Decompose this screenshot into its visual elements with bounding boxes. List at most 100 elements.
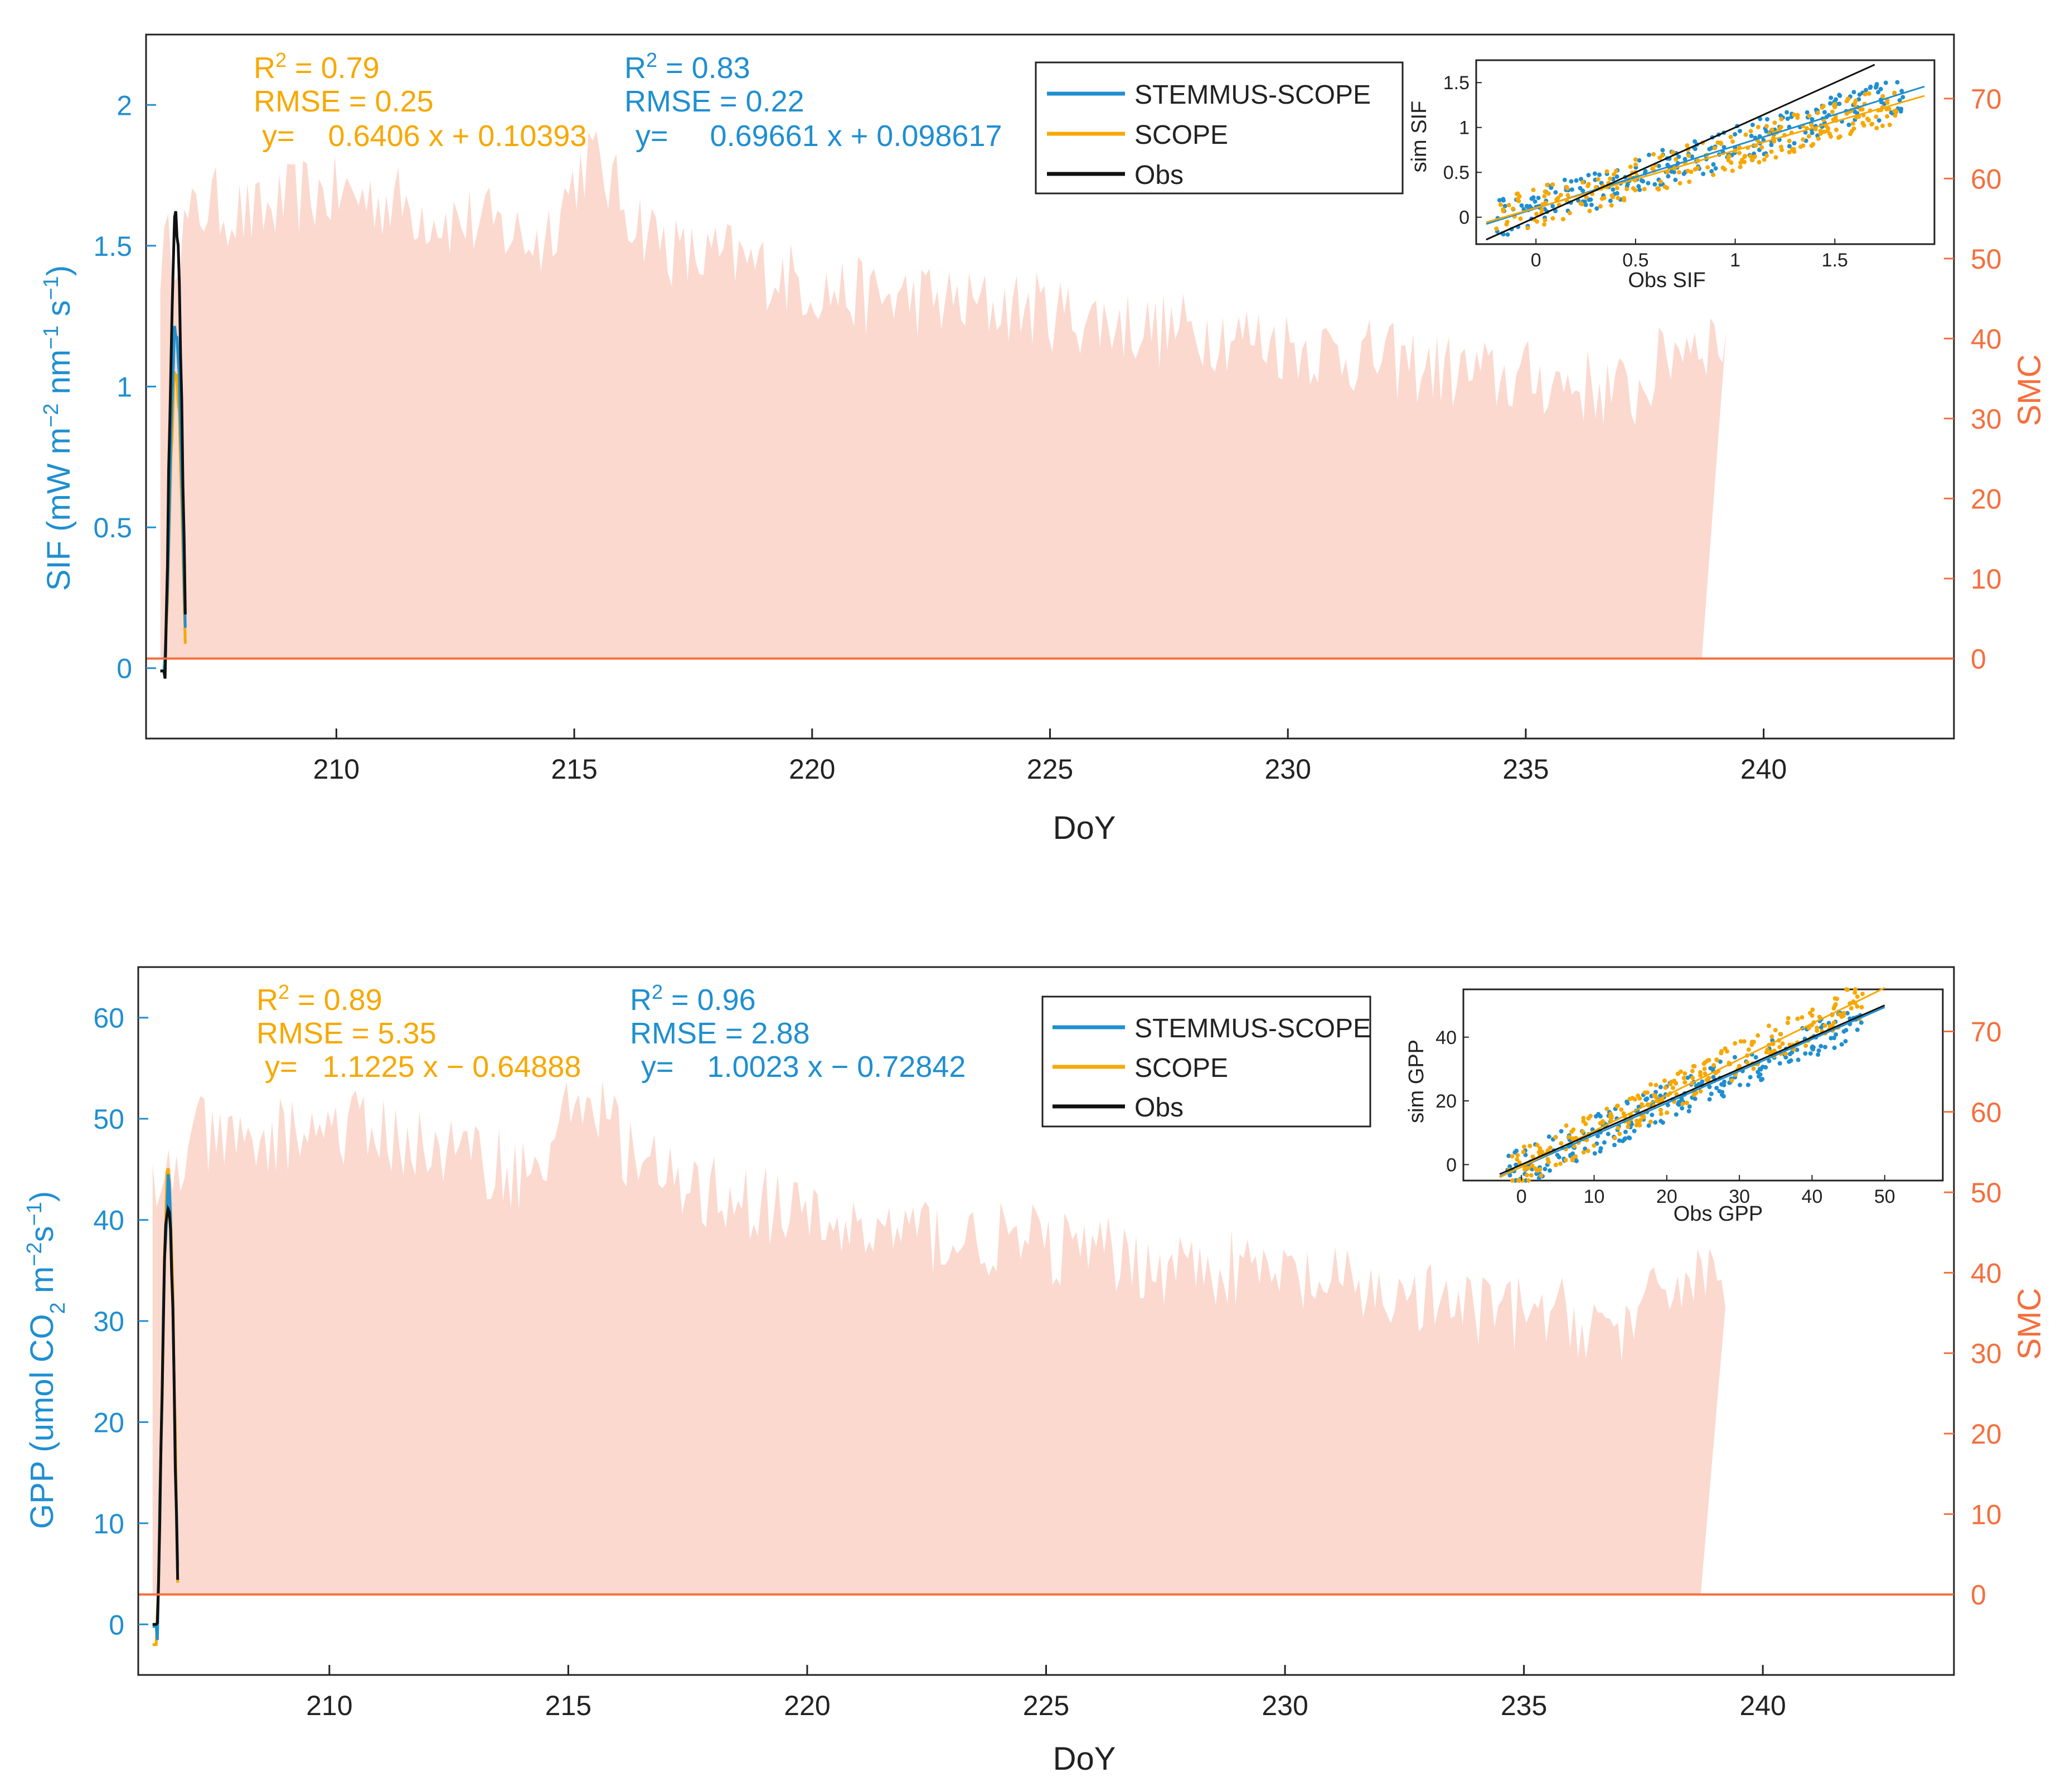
gpp-inset-scope-point xyxy=(1682,1080,1687,1085)
sif-inset-stemmus-point xyxy=(1828,101,1833,106)
gpp-y-tick-label: 30 xyxy=(93,1306,124,1337)
gpp-inset-scope-point xyxy=(1510,1154,1515,1159)
sif-inset-scope-point xyxy=(1815,110,1820,115)
gpp-inset-scope-point xyxy=(1698,1070,1703,1075)
gpp-inset-scope-point xyxy=(1783,1051,1788,1056)
sif-inset-scope-point xyxy=(1755,125,1761,129)
gpp-inset-scope-point xyxy=(1806,1026,1811,1031)
sif-y2-tick-label: 40 xyxy=(1971,323,2002,354)
sif-inset-scope-point xyxy=(1798,144,1803,149)
sif-y2-tick-label: 60 xyxy=(1971,163,2002,195)
gpp-inset-scope-point xyxy=(1841,1011,1846,1016)
sif-inset-scope-point xyxy=(1642,187,1647,192)
gpp-inset-scope-point xyxy=(1815,1028,1820,1033)
gpp-inset-scope-point xyxy=(1746,1047,1751,1052)
gpp-inset-scope-point xyxy=(1522,1144,1526,1149)
gpp-inset-stemmus-point xyxy=(1859,1020,1864,1025)
gpp-inset-scope-point xyxy=(1558,1161,1563,1166)
sif-smc-fill xyxy=(160,130,1726,659)
sif-inset-stemmus-point xyxy=(1883,80,1888,85)
gpp-inset-scope-point xyxy=(1742,1039,1747,1044)
sif-inset-scope-point xyxy=(1821,104,1826,109)
gpp-inset-scope-point xyxy=(1786,1016,1791,1021)
sif-inset-scope-point xyxy=(1602,196,1607,201)
gpp-inset-scope-point xyxy=(1638,1118,1643,1123)
sif-inset-scope-point xyxy=(1740,158,1745,162)
sif-inset-scope-point xyxy=(1874,114,1879,119)
sif-inset-x-tick-label: 0 xyxy=(1531,250,1541,271)
gpp-inset-stemmus-point xyxy=(1676,1100,1681,1105)
sif-inset-scope-point xyxy=(1764,153,1769,158)
gpp-inset-stemmus-point xyxy=(1816,1048,1821,1053)
sif-inset-scope-point xyxy=(1687,179,1692,184)
gpp-legend-stemmus-label: STEMMUS-SCOPE xyxy=(1134,1014,1371,1043)
sif-inset-scope-point xyxy=(1762,157,1767,162)
sif-inset-stemmus-point xyxy=(1594,206,1599,211)
gpp-inset-stemmus-point xyxy=(1598,1114,1603,1119)
sif-inset-stemmus-point xyxy=(1784,110,1789,115)
gpp-inset-y-tick-label: 20 xyxy=(1435,1091,1457,1112)
gpp-inset-scope-point xyxy=(1827,1023,1832,1028)
gpp-inset-scope-point xyxy=(1665,1110,1670,1115)
sif-legend-scope-label: SCOPE xyxy=(1134,120,1228,150)
sif-inset-scope-point xyxy=(1695,166,1700,171)
sif-inset-stemmus-point xyxy=(1769,143,1774,147)
sif-inset-scope-point xyxy=(1787,138,1792,143)
gpp-inset-scope-point xyxy=(1524,1173,1529,1178)
gpp-scope-rmse: RMSE = 5.35 xyxy=(256,1017,437,1050)
sif-inset-scope-point xyxy=(1609,193,1614,198)
sif-inset-scope-point xyxy=(1726,155,1731,160)
sif-stemmus-stats: R2 = 0.83 RMSE = 0.22 y= 0.69661 x + 0.0… xyxy=(624,48,1002,153)
gpp-y-tick-label: 50 xyxy=(93,1104,124,1135)
sif-inset-scope-point xyxy=(1728,134,1733,139)
sif-x-tick-label: 235 xyxy=(1502,754,1549,785)
gpp-inset-scope-point xyxy=(1769,1034,1774,1039)
sif-inset-scope-point xyxy=(1543,200,1548,205)
gpp-inset-scope-point xyxy=(1619,1107,1624,1112)
gpp-inset-scope-point xyxy=(1690,1069,1695,1074)
sif-inset-stemmus-point xyxy=(1614,174,1619,179)
sif-inset-scope-point xyxy=(1624,187,1629,191)
gpp-inset-scope-point xyxy=(1553,1135,1558,1140)
sif-inset-stemmus-point xyxy=(1501,198,1506,203)
sif-inset-stemmus-point xyxy=(1625,182,1630,187)
gpp-inset-stemmus-point xyxy=(1624,1099,1629,1104)
sif-inset-scope-point xyxy=(1752,154,1757,159)
gpp-inset-scope-point xyxy=(1637,1123,1642,1128)
gpp-inset-stemmus-point xyxy=(1686,1109,1691,1114)
sif-inset-stemmus-point xyxy=(1586,173,1591,178)
sif-inset-stemmus-point xyxy=(1895,80,1900,85)
gpp-inset-stemmus-point xyxy=(1819,1025,1823,1030)
sif-inset-scope-point xyxy=(1830,109,1835,114)
sif-inset-scope-point xyxy=(1506,203,1511,207)
sif-inset-stemmus-point xyxy=(1562,177,1567,182)
gpp-inset-scope-point xyxy=(1738,1039,1743,1044)
sif-y2-tick-label: 30 xyxy=(1971,404,2002,435)
sif-inset-stemmus-point xyxy=(1673,177,1678,182)
gpp-inset-stemmus-point xyxy=(1767,1058,1772,1063)
gpp-inset-scope-point xyxy=(1517,1160,1522,1165)
sif-inset-scope-point xyxy=(1579,202,1584,207)
gpp-inset-scope-point xyxy=(1545,1157,1550,1162)
sif-inset-scope-point xyxy=(1561,217,1565,222)
sif-inset-scope-point xyxy=(1757,160,1762,164)
gpp-inset-scope-point xyxy=(1527,1143,1532,1148)
sif-inset-scope-point xyxy=(1534,211,1539,216)
gpp-y2-tick-label: 60 xyxy=(1971,1097,2002,1128)
gpp-inset-scope-point xyxy=(1849,1006,1854,1011)
gpp-inset-stemmus-point xyxy=(1783,1055,1788,1060)
sif-inset-scope-point xyxy=(1743,132,1748,137)
sif-inset-scope-point xyxy=(1832,105,1837,109)
gpp-inset-stemmus-point xyxy=(1808,1051,1813,1056)
gpp-inset-scope-point xyxy=(1515,1157,1520,1162)
sif-inset-stemmus-point xyxy=(1497,198,1502,203)
gpp-y-tick-label: 0 xyxy=(109,1609,124,1640)
gpp-inset-scope-point xyxy=(1580,1129,1585,1134)
sif-inset-scope-point xyxy=(1779,116,1784,122)
sif-y-ticks: 0 0.5 1 1.5 2 xyxy=(93,90,156,684)
gpp-inset-scope-point xyxy=(1831,1006,1836,1011)
gpp-inset-stemmus-point xyxy=(1700,1079,1705,1084)
sif-inset-fit-lines xyxy=(1486,64,1925,241)
sif-inset-stemmus-point xyxy=(1692,139,1698,144)
gpp-inset-stemmus-point xyxy=(1845,1011,1850,1016)
